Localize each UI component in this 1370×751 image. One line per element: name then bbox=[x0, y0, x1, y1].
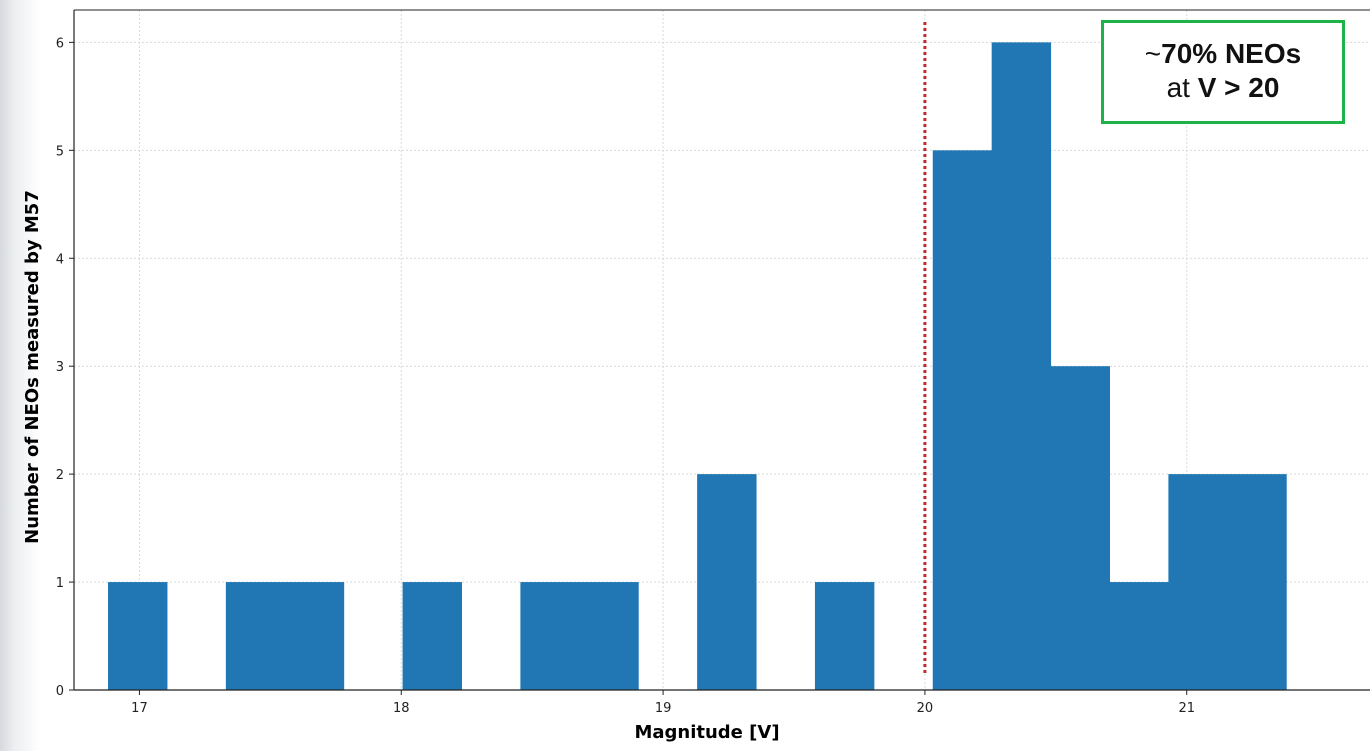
y-tick-label: 4 bbox=[56, 252, 64, 267]
annotation-line-2: at V > 20 bbox=[1104, 71, 1342, 105]
annotation-box: ~70% NEOs at V > 20 bbox=[1101, 20, 1345, 124]
y-tick-label: 6 bbox=[56, 36, 64, 51]
annotation-line-1: ~70% NEOs bbox=[1104, 37, 1342, 71]
y-tick-label: 0 bbox=[56, 684, 64, 699]
annotation-condition: V > 20 bbox=[1197, 72, 1280, 103]
histogram-bar bbox=[520, 582, 580, 690]
histogram-bar bbox=[991, 42, 1052, 690]
histogram-bars bbox=[108, 42, 1287, 691]
histogram-bar bbox=[697, 474, 757, 690]
histogram-bar bbox=[284, 582, 345, 690]
x-tick-label: 18 bbox=[393, 701, 410, 716]
histogram-bar bbox=[1168, 474, 1228, 690]
histogram-bar bbox=[1227, 474, 1287, 690]
histogram-bar bbox=[1050, 366, 1110, 690]
x-tick-label: 17 bbox=[131, 701, 148, 716]
axes bbox=[69, 9, 1370, 695]
annotation-at: at bbox=[1166, 72, 1198, 103]
y-tick-label: 2 bbox=[56, 468, 64, 483]
histogram-bar bbox=[402, 582, 462, 690]
y-axis-label: Number of NEOs measured by M57 bbox=[22, 190, 43, 544]
histogram-bar bbox=[225, 582, 286, 690]
histogram-bar bbox=[579, 582, 639, 690]
y-tick-label: 1 bbox=[56, 576, 64, 591]
x-axis-label: Magnitude [V] bbox=[634, 722, 779, 743]
y-tick-label: 5 bbox=[56, 144, 64, 159]
tick-labels: 17 18 19 20 21 0 1 2 3 4 5 6 bbox=[56, 36, 1195, 716]
x-tick-label: 19 bbox=[655, 701, 672, 716]
annotation-percentage: 70% NEOs bbox=[1161, 38, 1302, 69]
annotation-tilde: ~ bbox=[1144, 38, 1162, 69]
histogram-bar bbox=[1109, 582, 1169, 690]
x-tick-label: 20 bbox=[917, 701, 934, 716]
histogram-bar bbox=[932, 150, 993, 691]
x-tick-label: 21 bbox=[1178, 701, 1195, 716]
histogram-bar bbox=[108, 582, 168, 690]
histogram-bar bbox=[814, 582, 875, 690]
y-tick-label: 3 bbox=[56, 360, 64, 375]
